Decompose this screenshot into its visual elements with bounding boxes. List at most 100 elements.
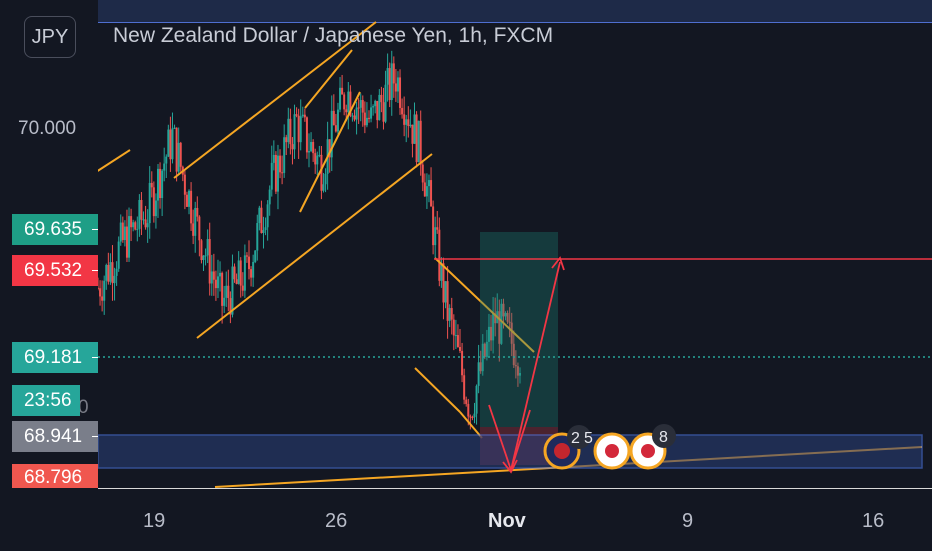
candle-body [310, 141, 313, 152]
candle-body [516, 366, 519, 376]
candle-body [494, 313, 497, 324]
candle-body [510, 322, 513, 344]
candle-body [175, 127, 178, 172]
candle-body [136, 228, 139, 230]
profit-zone [480, 232, 558, 427]
candle-body [250, 269, 253, 278]
candle-body [500, 303, 503, 344]
candle-body [378, 94, 381, 121]
candle-body [355, 107, 358, 120]
countdown-tag: 23:56 [12, 385, 80, 416]
candle-body [130, 216, 133, 228]
currency-button[interactable]: JPY [24, 16, 76, 58]
candle-body [413, 114, 416, 144]
candle-body [276, 155, 279, 192]
candle-body [156, 168, 159, 201]
candle-body [320, 154, 323, 191]
candle-body [514, 365, 517, 367]
candle-body [256, 223, 259, 251]
candle-body [512, 343, 515, 366]
badge-icon [652, 424, 676, 448]
candle-body [252, 262, 255, 278]
price-tag-high: 69.635 [12, 214, 98, 245]
candle-body [396, 77, 399, 92]
candle-body [299, 116, 302, 143]
candle-body [312, 141, 315, 154]
candle-body [465, 399, 468, 404]
candle-body [361, 100, 364, 113]
candle-body [210, 271, 213, 284]
candle-body [487, 326, 490, 342]
candle-body [446, 281, 449, 321]
candle-body [99, 288, 102, 297]
top-resistance-zone[interactable] [98, 0, 932, 23]
time-axis[interactable] [98, 488, 932, 551]
candle-body [190, 190, 193, 224]
candle-body [173, 127, 176, 129]
price-tag-resistance: 69.532 [12, 255, 98, 286]
candle-body [479, 362, 482, 372]
time-label-9: 9 [682, 510, 694, 532]
candle-body [367, 117, 370, 119]
candle-body [165, 156, 168, 164]
candle-body [421, 164, 424, 183]
candle-body [214, 279, 217, 289]
candle-body [425, 186, 428, 197]
candle-body [339, 87, 342, 110]
candle-body [365, 117, 368, 126]
candle-body [492, 313, 495, 341]
candle-body [405, 119, 408, 125]
candle-body [382, 102, 385, 122]
candle-body [427, 180, 430, 187]
candle-body [399, 77, 402, 108]
candle-body [148, 182, 151, 224]
candle-body [454, 335, 457, 337]
candle-body [401, 107, 404, 115]
candle-body [237, 260, 240, 284]
candle-body [138, 200, 141, 229]
candle-body [471, 416, 474, 418]
candle-body [293, 114, 296, 150]
candle-body [270, 162, 273, 190]
channel-lower-line [196, 153, 433, 339]
price-tag-zone-bottom: 68.796 [12, 464, 98, 488]
candle-body [283, 137, 286, 173]
candle-body [448, 308, 451, 321]
candle-body [370, 107, 373, 119]
candle-body [281, 172, 284, 174]
candle-body [152, 187, 155, 217]
candle-body [351, 115, 354, 117]
time-label-26: 26 [325, 510, 348, 532]
candle-body [407, 119, 410, 127]
candle-body [185, 194, 188, 207]
candle-body [262, 230, 265, 234]
candle-body [508, 321, 511, 323]
candle-body [434, 227, 437, 246]
candle-body [411, 124, 414, 144]
candle-body [142, 219, 145, 221]
candle-body [223, 297, 226, 306]
candle-body [334, 125, 337, 132]
candle-body [229, 298, 232, 315]
candle-body [490, 326, 493, 341]
candle-body [485, 341, 488, 357]
candle-body [297, 115, 300, 143]
candle-body [107, 265, 110, 282]
candle-body [117, 241, 120, 269]
candle-body [216, 276, 219, 289]
candle-body [336, 109, 339, 132]
candle-body [506, 312, 509, 322]
candle-body [380, 94, 383, 103]
candle-body [123, 226, 126, 241]
time-label-16: 16 [862, 510, 885, 532]
candle-body [328, 139, 331, 158]
candle-body [171, 128, 174, 160]
candle-body [97, 287, 99, 289]
candle-body [111, 262, 114, 284]
candle-body [183, 174, 186, 195]
candle-body [332, 110, 335, 126]
candle-body [231, 266, 234, 315]
candle-body [502, 303, 505, 317]
candle-body [438, 229, 441, 281]
